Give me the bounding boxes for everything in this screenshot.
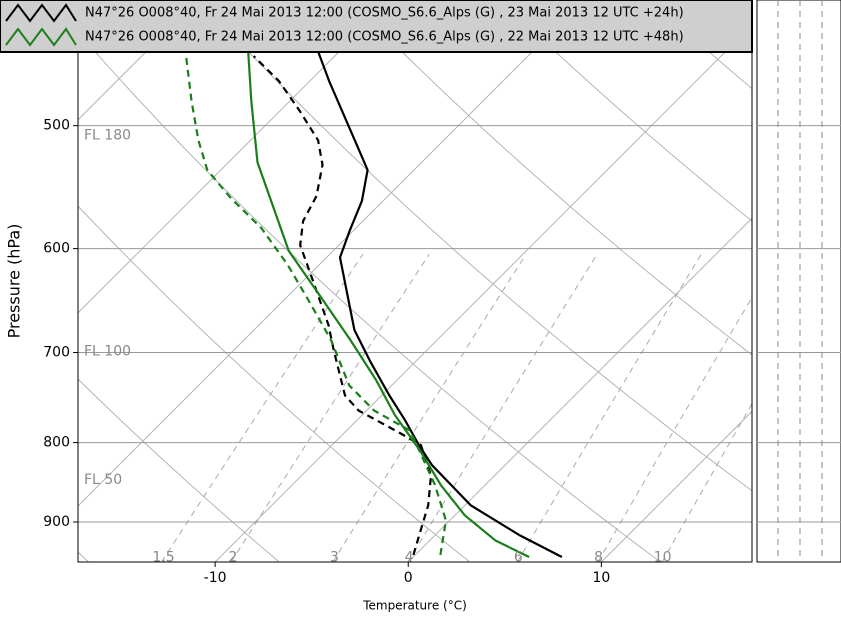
x-tick-label: 0 [404,570,413,586]
y-tick-label: 700 [43,345,70,361]
dry-adiabat [78,378,280,562]
flight-level-label: FL 50 [84,472,122,488]
x-tick-label: 10 [592,570,610,586]
x-tick-label: -10 [204,570,227,586]
mixing-ratio-label: 3 [330,549,339,565]
profile-line [185,55,448,556]
flight-level-label: FL 180 [84,128,131,144]
side-panel [756,0,841,563]
y-tick-label: 900 [43,514,70,530]
y-tick-label: 500 [43,118,70,134]
mixing-ratio-line [332,253,527,562]
legend-label: N47°26 O008°40, Fr 24 Mai 2013 12:00 (CO… [85,6,684,21]
mixing-ratio-label: 4 [405,549,414,565]
dry-adiabat [500,0,752,222]
dry-adiabat [350,0,752,356]
legend-label: N47°26 O008°40, Fr 24 Mai 2013 12:00 (CO… [85,30,684,45]
x-axis-label: Temperature (°C) [362,599,467,613]
dry-adiabat [78,205,471,562]
mixing-ratio-label: 2 [228,549,237,565]
side-panel-lines [757,0,841,562]
legend [0,0,753,53]
profile-line [316,49,563,558]
profile-line [252,55,433,556]
mixing-ratio-line [661,402,752,562]
flight-level-label: FL 100 [84,344,131,360]
mixing-ratio-line [516,253,702,562]
y-tick-label: 800 [43,435,70,451]
legend-swatch [5,27,77,47]
mixing-ratio-line [407,253,598,562]
dry-adiabat [199,0,752,492]
mixing-ratio-label: 1.5 [152,549,174,565]
y-axis-label: Pressure (hPa) [5,224,24,339]
isotherm [78,0,585,507]
plot-area [77,0,753,563]
plot-frame [77,0,753,563]
isotherm [214,24,752,562]
legend-items: N47°26 O008°40, Fr 24 Mai 2013 12:00 (CO… [5,3,684,47]
isotherm [601,410,752,562]
mixing-ratio-label: 6 [514,549,523,565]
isotherm [78,0,392,314]
legend-swatch [5,3,77,23]
background-lines [78,0,752,562]
profile-line [243,0,530,558]
isotherm [407,217,752,562]
isotherm [78,0,199,121]
y-tick-label: 600 [43,241,70,257]
mixing-ratio-label: 10 [654,549,672,565]
mixing-ratio-label: 8 [594,549,603,565]
mixing-ratio-line [597,296,752,562]
dry-adiabat [78,31,661,562]
profiles [185,0,563,558]
